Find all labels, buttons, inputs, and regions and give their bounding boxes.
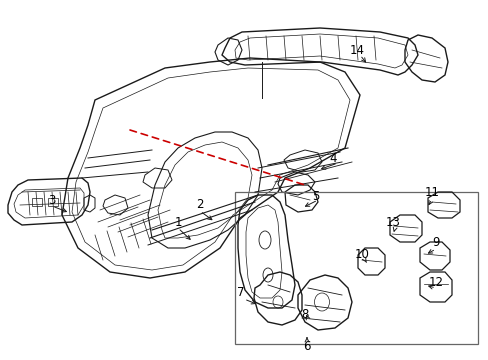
Text: 4: 4 — [328, 152, 336, 165]
Text: 12: 12 — [427, 275, 443, 288]
Text: 8: 8 — [301, 309, 308, 321]
Bar — [48, 198, 58, 206]
Text: 11: 11 — [424, 186, 439, 199]
Text: 3: 3 — [48, 194, 56, 207]
Text: 5: 5 — [312, 189, 319, 202]
Bar — [235, 192, 477, 344]
Text: 2: 2 — [196, 198, 203, 211]
Bar — [32, 198, 42, 206]
Text: 10: 10 — [354, 248, 368, 261]
Text: 7: 7 — [237, 287, 244, 300]
Text: 14: 14 — [349, 44, 364, 57]
Text: 1: 1 — [174, 216, 182, 229]
Text: 9: 9 — [431, 237, 439, 249]
Text: 6: 6 — [303, 341, 310, 354]
Text: 13: 13 — [385, 216, 400, 229]
